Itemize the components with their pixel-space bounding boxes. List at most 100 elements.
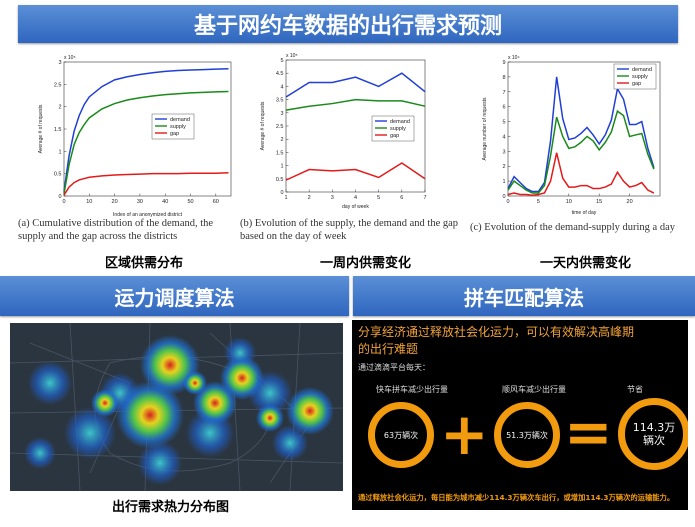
legend-label-demand: demand xyxy=(390,119,410,125)
y-tick-label: 0 xyxy=(58,194,61,200)
axis-exponent: x 10⁵ xyxy=(286,53,298,59)
legend-label-demand: demand xyxy=(170,117,190,123)
y-tick-label: 1.5 xyxy=(54,127,62,133)
legend-box xyxy=(613,63,657,90)
carpool-headline-line1: 分享经济通过释放社会化运力，可以有效解决高峰期 xyxy=(358,325,635,339)
x-tick-label: 10 xyxy=(86,199,92,205)
y-tick-label: 4.5 xyxy=(276,71,284,77)
series-gap xyxy=(285,162,426,181)
item2-label: 顺风车减少出行量 xyxy=(502,385,566,394)
item3-label: 节省 xyxy=(627,385,643,394)
series-supply xyxy=(285,98,426,111)
carpool-footer: 通过释放社会化运力，每日能为城市减少114.3万辆次车出行，或增加114.3万辆… xyxy=(358,493,675,502)
y-tick-label: 1 xyxy=(58,149,61,155)
item2-value: 51.3万辆次 xyxy=(506,430,548,440)
series-gap xyxy=(63,172,229,196)
y-tick-label: 0 xyxy=(280,190,283,196)
x-tick-label: 5 xyxy=(537,199,540,205)
page-title: 基于网约车数据的出行需求预测 xyxy=(193,13,502,39)
x-axis-label: time of day xyxy=(572,210,597,216)
x-tick-label: 6 xyxy=(400,195,403,201)
y-tick-label: 8 xyxy=(502,75,505,81)
carpool-section-title: 拼车匹配算法 xyxy=(464,285,584,310)
x-tick-label: 30 xyxy=(137,199,143,205)
x-tick-label: 0 xyxy=(506,199,509,205)
y-tick-label: 2 xyxy=(280,137,283,143)
x-tick-label: 40 xyxy=(162,199,168,205)
axis-exponent: x 10⁵ xyxy=(64,55,76,61)
label-day: 一天内供需变化 xyxy=(540,256,632,271)
series-supply xyxy=(63,90,229,194)
chart-day-plot: 0 1 2 3 4 5 6 7 8 9 0 5 10 15 20 x 10⁴ time of day Averag… xyxy=(482,55,661,216)
chart-week: 0 0.5 1 1.5 2 2.5 3 3.5 4 4.5 5 1 2 3 4 5 6 7 x 10⁵ day of … xyxy=(256,50,431,210)
x-axis-label: day of week xyxy=(342,204,369,210)
y-tick-label: 2 xyxy=(502,164,505,170)
x-tick-label: 2 xyxy=(308,195,311,201)
y-tick-label: 1.5 xyxy=(276,150,284,156)
caption-day: (c) Evolution of the demand-supply durin… xyxy=(470,222,675,233)
platform-note: 通过滴滴平台每天： xyxy=(358,363,430,372)
y-tick-label: 1 xyxy=(502,179,505,185)
y-tick-label: 2.5 xyxy=(54,82,62,88)
label-districts: 区域供需分布 xyxy=(105,256,184,271)
x-tick-label: 10 xyxy=(566,199,572,205)
x-tick-label: 20 xyxy=(627,199,633,205)
page-title-banner: 基于网约车数据的出行需求预测 xyxy=(18,5,678,43)
dispatch-section-banner: 运力调度算法 xyxy=(0,276,349,316)
y-tick-label: 2.5 xyxy=(276,124,284,130)
series-demand xyxy=(63,67,229,192)
axis-exponent: x 10⁴ xyxy=(508,55,520,61)
x-tick-label: 3 xyxy=(331,195,334,201)
chart-day: 0 1 2 3 4 5 6 7 8 9 0 5 10 15 20 x 10⁴ time of day Averag… xyxy=(478,48,668,216)
x-tick-label: 50 xyxy=(187,199,193,205)
carpool-infographic: 分享经济通过释放社会化运力，可以有效解决高峰期 的出行难题 通过滴滴平台每天： … xyxy=(352,320,688,510)
y-tick-label: 3 xyxy=(280,111,283,117)
legend-label-supply: supply xyxy=(170,124,186,130)
x-tick-label: 60 xyxy=(213,199,219,205)
x-tick-label: 15 xyxy=(596,199,602,205)
chart-districts: 0 0.5 1 1.5 2 2.5 3 0 10 20 30 40 50 60 x 10⁵ Index of … xyxy=(22,50,237,218)
y-axis-label: Average number of requests xyxy=(482,97,488,161)
item3-value-line2: 辆次 xyxy=(643,434,665,447)
x-tick-label: 5 xyxy=(377,195,380,201)
caption-districts: (a) Cumulative distribution of the deman… xyxy=(18,218,214,242)
heatmap-image xyxy=(10,323,343,491)
item1-value: 63万辆次 xyxy=(383,430,419,440)
ring-hitch-ride: 51.3万辆次 xyxy=(494,402,560,468)
y-tick-label: 0.5 xyxy=(54,172,62,178)
ring-saved-trips: 114.3万 辆次 xyxy=(618,398,688,470)
legend-label-gap: gap xyxy=(632,81,641,87)
series-demand xyxy=(507,76,655,193)
carpool-section-banner: 拼车匹配算法 xyxy=(353,276,695,316)
y-tick-label: 0 xyxy=(502,194,505,200)
caption-week: (b) Evolution of the supply, the demand … xyxy=(240,218,459,242)
x-tick-label: 0 xyxy=(62,199,65,205)
legend-label-supply: supply xyxy=(632,74,648,80)
legend-label-gap: gap xyxy=(170,131,179,137)
label-week: 一周内供需变化 xyxy=(320,256,412,271)
y-tick-label: 3 xyxy=(58,60,61,66)
legend-label-gap: gap xyxy=(390,133,399,139)
x-tick-label: 4 xyxy=(354,195,357,201)
y-tick-label: 0.5 xyxy=(276,177,284,183)
x-axis-label: Index of an anonymized district xyxy=(113,212,183,218)
plus-sign: + xyxy=(440,400,489,468)
plot-frame xyxy=(63,61,232,197)
x-tick-label: 20 xyxy=(112,199,118,205)
y-axis-label: Average # of requests xyxy=(260,101,266,150)
item3-value-line1: 114.3万 xyxy=(632,421,676,434)
item1-label: 快车拼车减少出行量 xyxy=(376,385,448,394)
y-tick-label: 3 xyxy=(502,149,505,155)
y-tick-label: 3.5 xyxy=(276,98,284,104)
x-tick-label: 1 xyxy=(284,195,287,201)
y-tick-label: 9 xyxy=(502,60,505,66)
y-tick-label: 1 xyxy=(280,164,283,170)
y-tick-label: 4 xyxy=(502,134,505,140)
y-tick-label: 2 xyxy=(58,105,61,111)
legend-label-demand: demand xyxy=(632,67,652,73)
y-tick-label: 5 xyxy=(280,58,283,64)
series-demand xyxy=(285,72,426,98)
chart-week-plot: 0 0.5 1 1.5 2 2.5 3 3.5 4 4.5 5 1 2 3 4 5 6 7 x 10⁵ day of … xyxy=(260,53,427,210)
series-gap xyxy=(507,152,655,197)
ring-express-carpool: 63万辆次 xyxy=(368,402,434,468)
